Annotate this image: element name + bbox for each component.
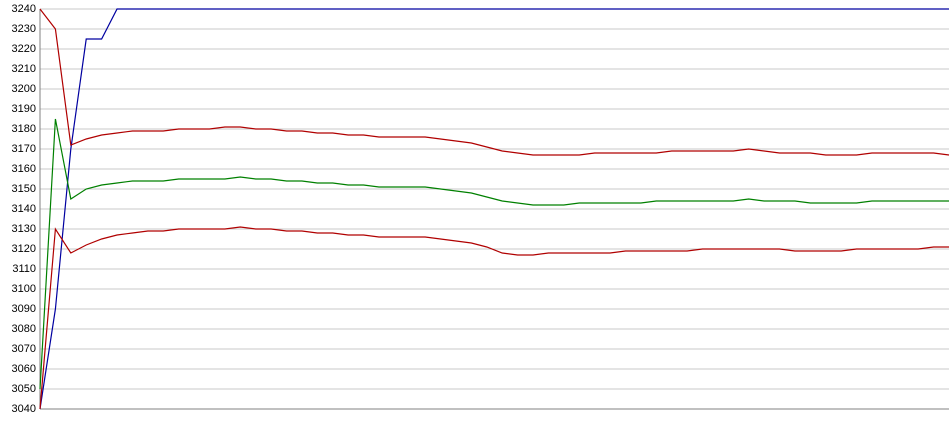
- y-tick-label: 3160: [12, 163, 36, 175]
- y-tick-label: 3140: [12, 203, 36, 215]
- y-tick-label: 3050: [12, 383, 36, 395]
- y-tick-label: 3190: [12, 103, 36, 115]
- series-line: [39, 8, 950, 156]
- y-tick-label: 3110: [12, 263, 36, 275]
- y-tick-label: 3170: [12, 143, 36, 155]
- series-line: [39, 226, 949, 410]
- y-tick-label: 3230: [12, 23, 36, 35]
- series-line: [39, 118, 949, 390]
- series-line: [39, 8, 949, 410]
- y-tick-label: 3090: [12, 303, 36, 315]
- y-tick-label: 3200: [12, 83, 36, 95]
- y-tick-label: 3240: [12, 3, 36, 15]
- y-tick-label: 3130: [12, 223, 36, 235]
- y-tick-label: 3210: [12, 63, 36, 75]
- y-tick-label: 3060: [12, 363, 36, 375]
- y-tick-label: 3070: [12, 343, 36, 355]
- y-tick-label: 3100: [12, 283, 36, 295]
- y-tick-label: 3120: [12, 243, 36, 255]
- y-tick-label: 3040: [12, 403, 36, 415]
- y-tick-label: 3220: [12, 43, 36, 55]
- y-tick-label: 3180: [12, 123, 36, 135]
- y-tick-label: 3150: [12, 183, 36, 195]
- y-tick-label: 3080: [12, 323, 36, 335]
